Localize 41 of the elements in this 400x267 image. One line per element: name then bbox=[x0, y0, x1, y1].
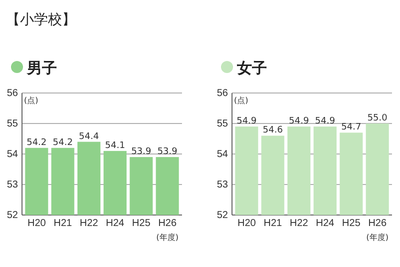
data-label: 54.6 bbox=[262, 126, 284, 136]
data-label: 54.2 bbox=[26, 138, 47, 148]
y-tick-label: 53 bbox=[216, 180, 228, 191]
y-tick-label: 52 bbox=[6, 210, 18, 222]
y-tick-label: 54 bbox=[216, 149, 228, 160]
x-tick-label: H21 bbox=[264, 218, 282, 230]
x-tick-label: H20 bbox=[27, 218, 46, 230]
y-axis-title: (点) bbox=[24, 96, 38, 105]
x-tick-label: H24 bbox=[316, 218, 335, 230]
y-axis-title: (点) bbox=[234, 96, 248, 105]
chart-subtitle: 男子 bbox=[26, 59, 57, 77]
data-label: 54.7 bbox=[341, 122, 362, 133]
x-axis-title: (年度) bbox=[156, 233, 178, 242]
x-tick-label: H24 bbox=[106, 218, 125, 230]
x-tick-label: H25 bbox=[342, 218, 361, 230]
y-tick-label: 56 bbox=[6, 88, 18, 100]
y-tick-label: 56 bbox=[216, 88, 228, 100]
x-tick-label: H26 bbox=[368, 218, 387, 230]
data-label: 54.9 bbox=[315, 116, 336, 127]
y-tick-label: 54 bbox=[6, 149, 18, 160]
y-tick-label: 55 bbox=[216, 118, 228, 130]
data-label: 54.9 bbox=[288, 116, 310, 127]
data-label: 54.9 bbox=[236, 116, 257, 127]
data-label: 53.9 bbox=[131, 147, 152, 158]
data-label: 54.1 bbox=[105, 140, 126, 151]
x-tick-label: H20 bbox=[237, 218, 256, 230]
x-tick-label: H26 bbox=[158, 218, 177, 230]
x-tick-label: H22 bbox=[290, 218, 309, 230]
y-tick-label: 52 bbox=[216, 210, 228, 222]
chart-subtitle: 女子 bbox=[236, 59, 267, 77]
data-label: 54.2 bbox=[52, 138, 73, 148]
y-tick-label: 55 bbox=[6, 118, 18, 130]
chart-title: 【小学校】 bbox=[6, 12, 76, 28]
data-label: 55.0 bbox=[367, 114, 388, 124]
x-tick-label: H21 bbox=[54, 218, 72, 230]
x-tick-label: H22 bbox=[80, 218, 99, 230]
data-label: 53.9 bbox=[157, 147, 178, 158]
data-label: 54.4 bbox=[78, 132, 100, 142]
x-tick-label: H25 bbox=[132, 218, 151, 230]
x-axis-title: (年度) bbox=[366, 233, 388, 242]
y-tick-label: 53 bbox=[6, 180, 18, 191]
